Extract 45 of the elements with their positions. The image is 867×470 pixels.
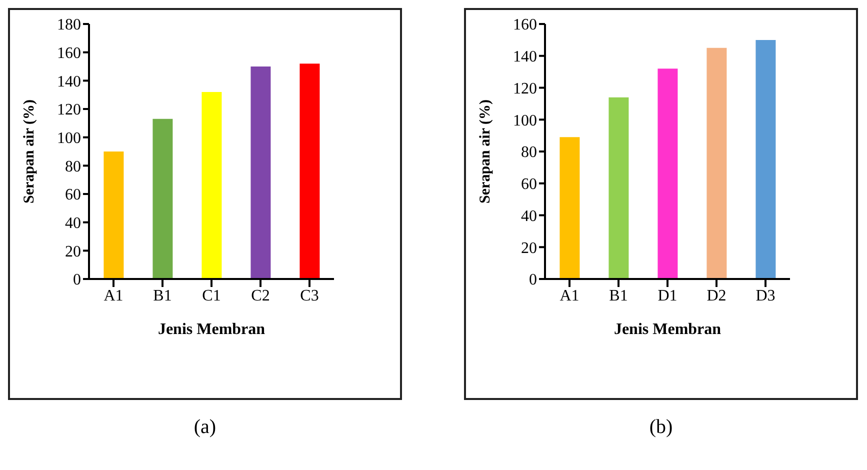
y-axis-title: Serapan air (%): [21, 100, 38, 204]
x-tick-label: C1: [202, 287, 221, 304]
y-tick-label: 0: [529, 272, 537, 289]
y-tick-label: 80: [521, 144, 537, 162]
bar: [202, 92, 222, 279]
y-tick-label: 20: [521, 240, 537, 257]
y-tick-label: 160: [513, 16, 537, 34]
y-tick-label: 140: [513, 48, 537, 66]
x-tick-label: C2: [251, 287, 270, 304]
y-tick-label: 0: [73, 272, 81, 289]
x-tick-label: B1: [609, 287, 628, 304]
x-tick-label: D2: [706, 287, 726, 304]
y-tick-label: 120: [57, 102, 81, 119]
bar: [658, 68, 678, 279]
y-tick-label: 180: [57, 16, 81, 34]
y-tick-label: 40: [65, 215, 81, 232]
y-tick-label: 120: [513, 80, 537, 98]
bar: [250, 66, 271, 279]
text: (a): [194, 416, 216, 439]
bar: [104, 152, 124, 279]
x-axis-title: Jenis Membran: [158, 321, 266, 338]
x-axis-title: Jenis Membran: [614, 321, 722, 338]
bar: [608, 97, 629, 279]
x-tick-label: A1: [104, 287, 124, 304]
y-tick-label: 100: [57, 130, 81, 148]
bar: [300, 64, 320, 279]
bar: [560, 137, 580, 279]
y-tick-label: 160: [57, 45, 81, 62]
x-tick-label: D1: [658, 287, 678, 304]
x-tick-label: A1: [560, 287, 580, 304]
x-tick-label: C3: [300, 287, 319, 304]
text: (b): [649, 416, 673, 439]
bar: [706, 48, 727, 279]
y-tick-label: 60: [521, 176, 537, 194]
y-axis-title: Serapan air (%): [477, 100, 494, 204]
y-tick-label: 80: [65, 158, 81, 176]
bar: [152, 118, 173, 279]
y-tick-label: 20: [65, 243, 81, 260]
x-tick-label: B1: [153, 287, 172, 304]
y-tick-label: 100: [513, 112, 537, 130]
y-tick-label: 60: [65, 186, 81, 204]
x-tick-label: D3: [756, 287, 776, 304]
y-tick-label: 140: [57, 73, 81, 90]
bar: [756, 40, 776, 279]
y-tick-label: 40: [521, 208, 537, 225]
